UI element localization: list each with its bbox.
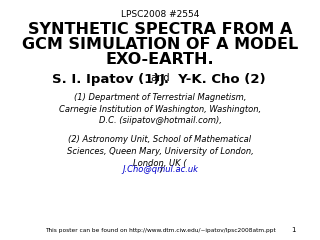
Text: EXO-EARTH.: EXO-EARTH. <box>106 52 214 67</box>
Text: J.Cho@qmul.ac.uk: J.Cho@qmul.ac.uk <box>122 165 198 174</box>
Text: 1: 1 <box>291 227 296 233</box>
Text: (2) Astronomy Unit, School of Mathematical
Sciences, Queen Mary, University of L: (2) Astronomy Unit, School of Mathematic… <box>67 135 253 168</box>
Text: SYNTHETIC SPECTRA FROM A: SYNTHETIC SPECTRA FROM A <box>28 22 292 36</box>
Text: (1) Department of Terrestrial Magnetism,
Carnegie Institution of Washington, Was: (1) Department of Terrestrial Magnetism,… <box>59 93 261 125</box>
Text: and: and <box>148 72 172 83</box>
Text: LPSC2008 #2554: LPSC2008 #2554 <box>121 10 199 19</box>
Text: GCM SIMULATION OF A MODEL: GCM SIMULATION OF A MODEL <box>22 37 298 52</box>
Text: ): ) <box>160 165 163 174</box>
Text: J.  Y-K. Cho (2): J. Y-K. Cho (2) <box>160 72 267 85</box>
Text: S. I. Ipatov (1): S. I. Ipatov (1) <box>52 72 160 85</box>
Text: This poster can be found on http://www.dtm.ciw.edu/~ipatov/lpsc2008atm.ppt: This poster can be found on http://www.d… <box>44 228 276 233</box>
